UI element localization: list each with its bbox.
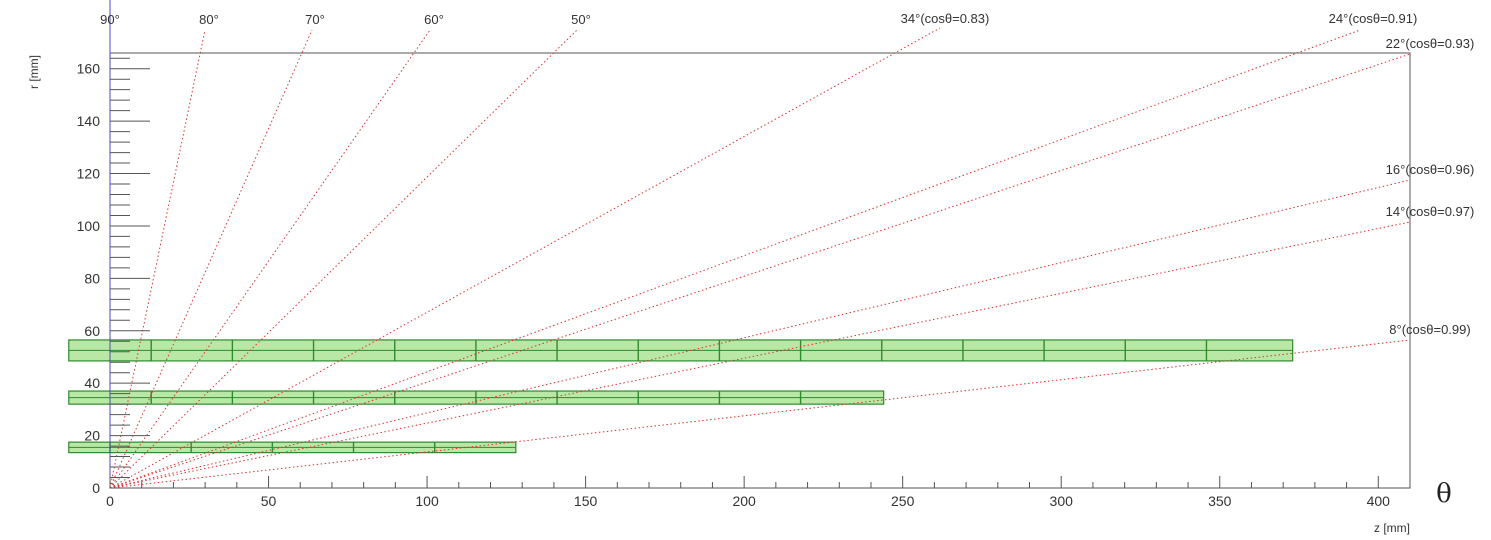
angle-line-16deg bbox=[109, 179, 1411, 489]
angle-line-60deg bbox=[109, 29, 431, 489]
angle-line-50deg bbox=[109, 29, 578, 489]
x-tick-label: 250 bbox=[891, 493, 915, 509]
angle-line-8deg bbox=[109, 339, 1411, 489]
angle-line-80deg bbox=[109, 29, 206, 489]
y-tick-label: 60 bbox=[84, 323, 100, 339]
angle-label-90deg: 90° bbox=[100, 12, 120, 27]
angle-label-70deg: 70° bbox=[305, 12, 325, 27]
y-tick-label: 80 bbox=[84, 270, 100, 286]
angle-label-50deg: 50° bbox=[571, 12, 591, 27]
angle-line-22deg bbox=[109, 53, 1411, 489]
x-tick-label: 400 bbox=[1367, 493, 1391, 509]
y-tick-label: 160 bbox=[77, 61, 101, 77]
angle-label-24deg: 24°(cosθ=0.91) bbox=[1329, 11, 1418, 26]
x-tick-label: 0 bbox=[106, 493, 114, 509]
angle-label-22deg: 22°(cosθ=0.93) bbox=[1386, 36, 1475, 51]
angle-label-80deg: 80° bbox=[199, 12, 219, 27]
polar-angle-lines bbox=[109, 27, 1411, 489]
theta-symbol: θ bbox=[1436, 479, 1452, 509]
x-tick-label: 350 bbox=[1208, 493, 1232, 509]
x-tick-label: 50 bbox=[261, 493, 277, 509]
angle-label-14deg: 14°(cosθ=0.97) bbox=[1386, 204, 1475, 219]
y-tick-label: 40 bbox=[84, 375, 100, 391]
angle-label-34deg: 34°(cosθ=0.83) bbox=[901, 11, 990, 26]
y-tick-label: 120 bbox=[77, 166, 101, 182]
angle-label-8deg: 8°(cosθ=0.99) bbox=[1389, 322, 1470, 337]
y-axis-ticks: 0 20 40 60 80 100 120 140 160 bbox=[77, 57, 150, 496]
angle-label-16deg: 16°(cosθ=0.96) bbox=[1386, 162, 1475, 177]
x-tick-label: 100 bbox=[415, 493, 439, 509]
detector-layers bbox=[68, 339, 1294, 454]
y-tick-label: 0 bbox=[92, 480, 100, 496]
angle-line-70deg bbox=[109, 29, 313, 489]
angle-line-34deg bbox=[109, 27, 941, 489]
x-tick-label: 300 bbox=[1050, 493, 1074, 509]
x-axis-ticks: 0 50 100 150 200 250 300 350 400 bbox=[106, 476, 1411, 509]
y-tick-label: 140 bbox=[77, 113, 101, 129]
x-tick-label: 200 bbox=[732, 493, 756, 509]
y-axis-title: r [mm] bbox=[27, 55, 41, 89]
x-axis-title: z [mm] bbox=[1374, 521, 1410, 535]
y-tick-label: 100 bbox=[77, 218, 101, 234]
angle-line-24deg bbox=[109, 29, 1361, 489]
angle-label-60deg: 60° bbox=[424, 12, 444, 27]
angle-line-14deg bbox=[109, 221, 1411, 489]
x-tick-label: 150 bbox=[574, 493, 598, 509]
y-tick-label: 20 bbox=[84, 428, 100, 444]
angle-labels: 90° 80° 70° 60° 50° 34°(cosθ=0.83) 24°(cosθ=0.… bbox=[100, 11, 1474, 337]
